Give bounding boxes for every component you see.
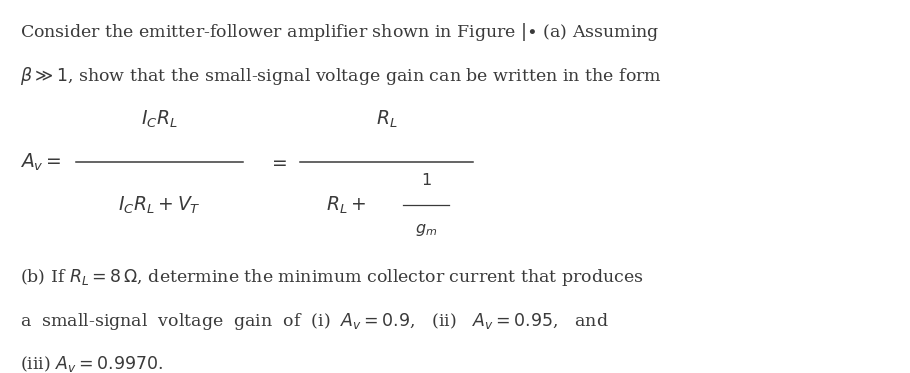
Text: (b) If $R_L = 8\,\Omega$, determine the minimum collector current that produces: (b) If $R_L = 8\,\Omega$, determine the … [20, 267, 643, 288]
Text: $=$: $=$ [268, 153, 288, 171]
Text: $A_v =$: $A_v =$ [20, 151, 62, 173]
Text: $R_L +$: $R_L +$ [326, 194, 366, 216]
Text: $I_C R_L$: $I_C R_L$ [141, 109, 177, 130]
Text: (iii) $A_v = 0.9970$.: (iii) $A_v = 0.9970$. [20, 354, 164, 373]
Text: $R_L$: $R_L$ [376, 109, 398, 130]
Text: $1$: $1$ [420, 172, 431, 189]
Text: $g_m$: $g_m$ [415, 221, 437, 238]
Text: $\beta \gg 1$, show that the small-signal voltage gain can be written in the for: $\beta \gg 1$, show that the small-signa… [20, 65, 662, 87]
Text: Consider the emitter-follower amplifier shown in Figure $|$$\bullet$ (a) Assumin: Consider the emitter-follower amplifier … [20, 21, 660, 43]
Text: $I_C R_L + V_T$: $I_C R_L + V_T$ [117, 194, 201, 216]
Text: a  small-signal  voltage  gain  of  (i)  $A_v = 0.9$,   (ii)   $A_v = 0.95$,   a: a small-signal voltage gain of (i) $A_v … [20, 311, 609, 332]
